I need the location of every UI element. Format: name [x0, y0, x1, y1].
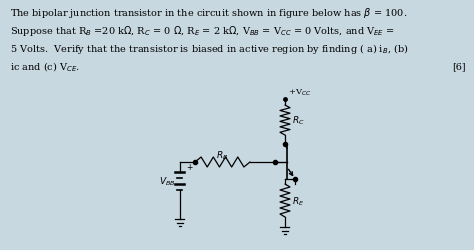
- Text: The bipolar junction transistor in the circuit shown in figure below has $\beta$: The bipolar junction transistor in the c…: [10, 6, 409, 73]
- Text: +V$_{CC}$: +V$_{CC}$: [288, 87, 311, 98]
- Text: [6]: [6]: [452, 62, 466, 71]
- Text: $R_B$: $R_B$: [217, 150, 228, 162]
- Text: $R_C$: $R_C$: [292, 114, 305, 127]
- Text: +: +: [186, 162, 192, 171]
- Text: $V_{BB}$: $V_{BB}$: [158, 175, 175, 188]
- Text: $R_E$: $R_E$: [292, 194, 304, 207]
